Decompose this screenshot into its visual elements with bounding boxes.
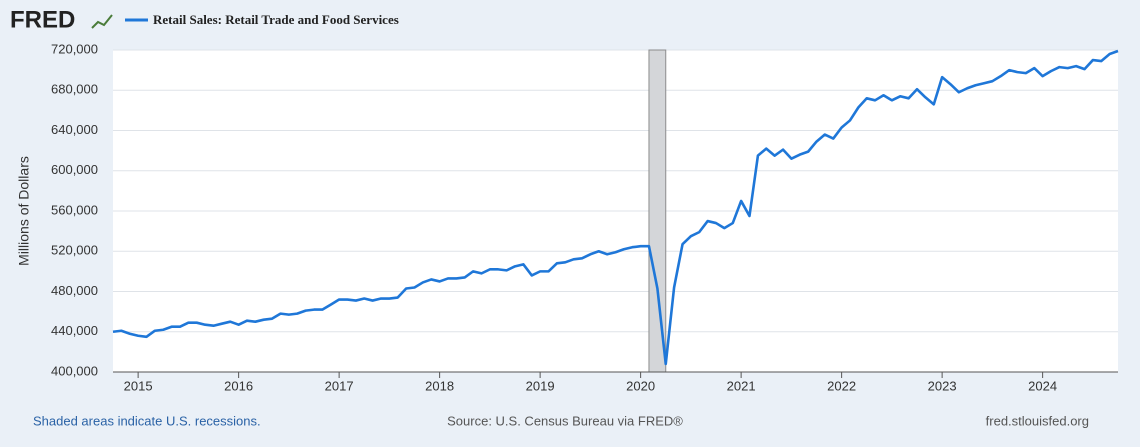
y-tick-label: 560,000 [51, 202, 98, 217]
x-tick-label: 2015 [124, 378, 153, 393]
logo[interactable]: FRED [10, 6, 75, 33]
x-tick-label: 2017 [325, 378, 354, 393]
footer-site[interactable]: fred.stlouisfed.org [986, 413, 1089, 428]
x-tick-label: 2021 [727, 378, 756, 393]
recession-shade [648, 49, 667, 373]
data-line [112, 49, 1119, 366]
y-tick-label: 640,000 [51, 122, 98, 137]
y-tick-label: 440,000 [51, 323, 98, 338]
x-tick-label: 2023 [928, 378, 957, 393]
x-tick-label: 2022 [827, 378, 856, 393]
y-axis-label: Millions of Dollars [16, 156, 32, 266]
x-tick-label: 2020 [626, 378, 655, 393]
footer-note: Shaded areas indicate U.S. recessions. [33, 413, 261, 428]
x-tick-label: 2019 [526, 378, 555, 393]
x-tick-label: 2024 [1028, 378, 1057, 393]
x-tick-label: 2018 [425, 378, 454, 393]
y-tick-label: 480,000 [51, 283, 98, 298]
y-tick-label: 400,000 [51, 363, 98, 378]
footer-source: Source: U.S. Census Bureau via FRED® [447, 413, 683, 428]
x-tick-label: 2016 [224, 378, 253, 393]
y-tick-label: 680,000 [51, 82, 98, 97]
y-tick-label: 720,000 [51, 41, 98, 56]
y-tick-label: 520,000 [51, 243, 98, 258]
logo-icon [91, 14, 113, 29]
legend-label: Retail Sales: Retail Trade and Food Serv… [153, 12, 399, 27]
y-tick-label: 600,000 [51, 162, 98, 177]
